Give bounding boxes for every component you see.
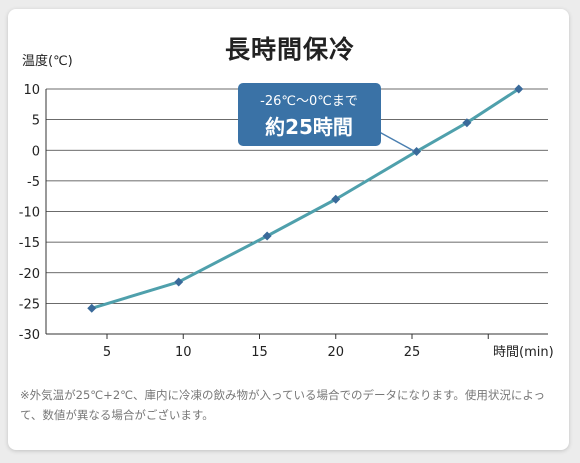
x-tick-label: 25 [404, 345, 421, 360]
grid-lines [46, 88, 548, 335]
data-point [514, 84, 524, 94]
axes [45, 89, 548, 339]
x-tick-label: 20 [327, 345, 344, 360]
y-tick-label: -15 [19, 236, 40, 251]
callout-line1: -26℃〜0℃まで [260, 94, 358, 109]
x-tick-label: 10 [175, 345, 192, 360]
x-tick-label: 15 [251, 345, 268, 360]
data-point [174, 277, 184, 287]
y-tick-label: 0 [32, 144, 40, 159]
y-tick-label: -10 [19, 206, 40, 221]
y-tick-label: -5 [27, 175, 40, 190]
callout: -26℃〜0℃まで 約25時間 [238, 83, 415, 152]
y-tick-label: -25 [19, 297, 40, 312]
y-axis-label: 温度(℃) [22, 53, 73, 69]
chart-card [8, 9, 569, 450]
tick-labels: 10 5 0 -5 -10 -15 -20 -25 -30 5 10 15 20 25 [19, 83, 421, 360]
chart-title: 長時間保冷 [224, 35, 355, 64]
data-point [462, 118, 472, 128]
data-point [262, 231, 272, 241]
y-tick-label: 5 [32, 114, 40, 129]
data-point [331, 194, 341, 204]
data-point [87, 303, 97, 313]
x-axis-label: 時間(min) [493, 345, 554, 360]
y-tick-label: -20 [19, 267, 40, 282]
y-tick-label: 10 [23, 83, 40, 98]
callout-line2: 約25時間 [265, 115, 353, 139]
y-tick-label: -30 [19, 328, 40, 343]
data-point [412, 146, 422, 156]
callout-box [238, 83, 381, 146]
footnote: ※外気温が25℃+2℃、庫内に冷凍の飲み物が入っている場合でのデータになります。… [20, 388, 545, 422]
series-group [87, 84, 524, 313]
x-tick-label: 5 [103, 345, 111, 360]
